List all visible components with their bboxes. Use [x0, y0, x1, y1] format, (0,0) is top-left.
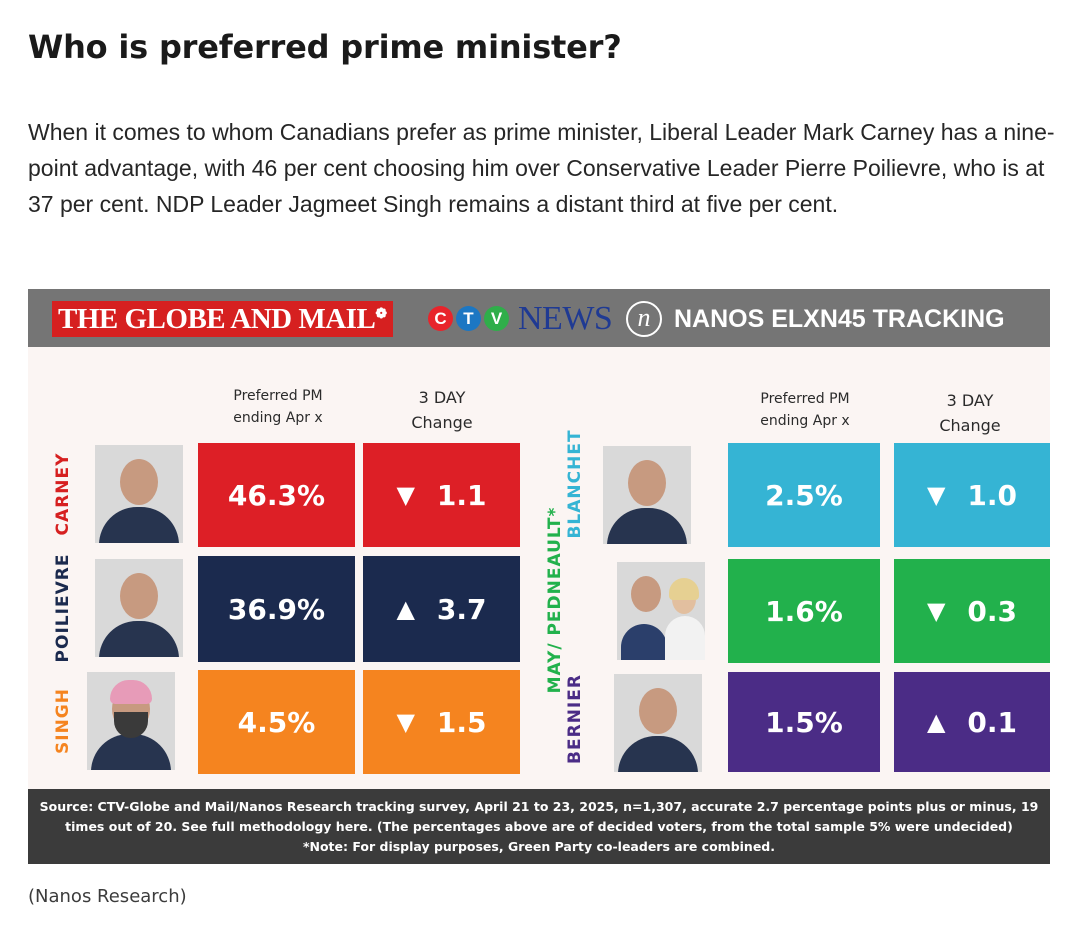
carney-value-box: 46.3%: [198, 443, 355, 547]
bernier-change-box: ▲ 0.1: [894, 672, 1050, 772]
bernier-value: 1.5%: [765, 705, 843, 739]
left-pm-header: Preferred PM ending Apr x: [198, 385, 358, 429]
singh-value-box: 4.5%: [198, 670, 355, 774]
blanchet-photo-body: [607, 508, 687, 544]
ctv-letter-t: T: [456, 306, 481, 331]
carney-photo-head: [120, 459, 158, 505]
blanchet-change-box: ▼ 1.0: [894, 443, 1050, 547]
news-logo: NEWS: [518, 300, 613, 337]
poilievre-photo-head: [120, 573, 158, 619]
label-carney: CARNEY: [53, 452, 73, 536]
may-pedneault-photo-head1: [631, 576, 661, 612]
carney-photo: [95, 445, 183, 543]
label-blanchet: BLANCHET: [565, 429, 585, 539]
left-change-header-line2: Change: [411, 413, 473, 432]
carney-value: 46.3%: [227, 478, 326, 512]
singh-change-box: ▼ 1.5: [363, 670, 520, 774]
graphic-header-bar: THE GLOBE AND MAIL❁ C T V NEWS n NANOS E…: [28, 289, 1050, 347]
down-arrow-icon: ▼: [926, 597, 946, 625]
carney-photo-body: [99, 507, 179, 543]
singh-photo-body: [91, 734, 171, 770]
blanchet-photo: [603, 446, 691, 544]
bernier-change: 0.1: [967, 705, 1018, 739]
may-pedneault-photo: [617, 562, 705, 660]
nanos-tracking-graphic: THE GLOBE AND MAIL❁ C T V NEWS n NANOS E…: [28, 289, 1050, 864]
right-change-header: 3 DAY Change: [890, 388, 1050, 438]
blanchet-change: 1.0: [967, 478, 1018, 512]
poilievre-value-box: 36.9%: [198, 556, 355, 662]
down-arrow-icon: ▼: [926, 481, 946, 509]
may-pedneault-photo-body1: [621, 624, 667, 660]
globe-and-mail-logo: THE GLOBE AND MAIL❁: [52, 301, 393, 337]
right-pm-header: Preferred PM ending Apr x: [725, 388, 885, 432]
ctv-letter-v: V: [484, 306, 509, 331]
label-may-pedneault: MAY/ PEDNEAULT*: [545, 506, 565, 694]
label-singh: SINGH: [53, 688, 73, 754]
right-pm-header-line1: Preferred PM: [760, 391, 850, 407]
poilievre-photo: [95, 559, 183, 657]
left-change-header-line1: 3 DAY: [418, 388, 466, 407]
singh-photo: [87, 672, 175, 770]
left-change-header: 3 DAY Change: [363, 385, 521, 435]
bernier-value-box: 1.5%: [728, 672, 880, 772]
blanchet-value-box: 2.5%: [728, 443, 880, 547]
bernier-photo: [614, 674, 702, 772]
tracking-title: NANOS ELXN45 TRACKING: [674, 305, 1005, 333]
bernier-photo-body: [618, 736, 698, 772]
left-pm-header-line1: Preferred PM: [233, 388, 323, 404]
ctv-letter-c: C: [428, 306, 453, 331]
may-pedneault-change: 0.3: [967, 594, 1018, 628]
globe-logo-text: THE GLOBE AND MAIL: [58, 303, 376, 335]
intro-paragraph: When it comes to whom Canadians prefer a…: [28, 119, 1055, 217]
right-change-header-line1: 3 DAY: [946, 391, 994, 410]
up-arrow-icon: ▲: [926, 708, 946, 736]
poilievre-change-box: ▲ 3.7: [363, 556, 520, 662]
singh-photo-turban: [110, 680, 152, 704]
down-arrow-icon: ▼: [396, 481, 415, 509]
blanchet-value: 2.5%: [765, 478, 843, 512]
source-note-line1: Source: CTV-Globe and Mail/Nanos Researc…: [39, 799, 1039, 814]
may-pedneault-value-box: 1.6%: [728, 559, 880, 663]
poilievre-photo-body: [99, 621, 179, 657]
blanchet-photo-head: [628, 460, 666, 506]
source-note: Source: CTV-Globe and Mail/Nanos Researc…: [28, 789, 1050, 864]
label-bernier: BERNIER: [565, 674, 585, 764]
may-pedneault-value: 1.6%: [765, 594, 843, 628]
may-pedneault-photo-body2: [665, 616, 705, 660]
bernier-photo-head: [639, 688, 677, 734]
right-change-header-line2: Change: [939, 416, 1001, 435]
source-note-line3: *Note: For display purposes, Green Party…: [302, 839, 776, 854]
down-arrow-icon: ▼: [396, 708, 415, 736]
image-credit: (Nanos Research): [28, 886, 187, 907]
carney-change: 1.1: [436, 478, 487, 512]
page-title: Who is preferred prime minister?: [28, 28, 622, 66]
carney-change-box: ▼ 1.1: [363, 443, 520, 547]
singh-value: 4.5%: [237, 705, 316, 739]
up-arrow-icon: ▲: [396, 595, 415, 623]
singh-change: 1.5: [436, 705, 487, 739]
left-pm-header-line2: ending Apr x: [233, 410, 323, 426]
label-poilievre: POILIEVRE: [53, 553, 73, 663]
may-pedneault-change-box: ▼ 0.3: [894, 559, 1050, 663]
maple-leaf-icon: ❁: [375, 307, 387, 322]
poilievre-value: 36.9%: [227, 592, 326, 626]
source-note-line2: times out of 20. See full methodology he…: [65, 819, 1013, 834]
poilievre-change: 3.7: [436, 592, 487, 626]
ctv-logo: C T V: [428, 306, 509, 331]
nanos-logo-icon: n: [626, 301, 662, 337]
right-pm-header-line2: ending Apr x: [760, 413, 850, 429]
singh-photo-beard: [114, 712, 148, 738]
may-pedneault-photo-hair2: [669, 578, 699, 600]
